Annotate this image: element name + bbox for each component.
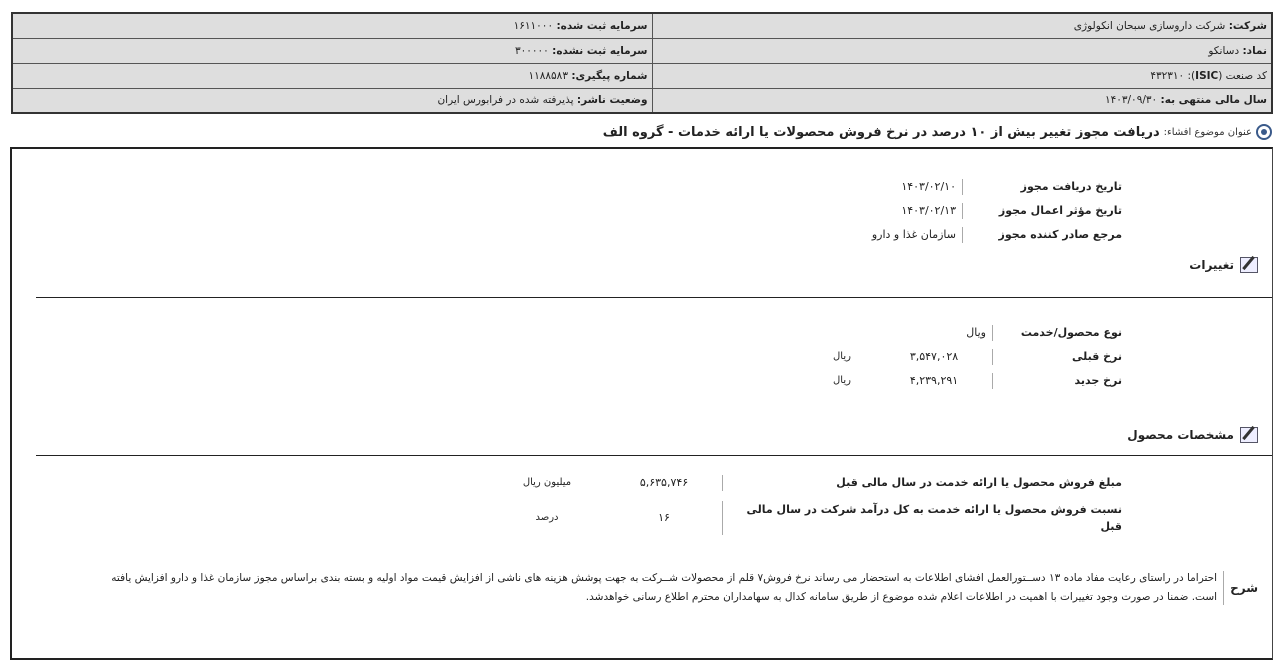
price-unit: ریال	[833, 351, 851, 362]
product-type-row: نوع محصول/خدمت ویال	[966, 325, 1122, 341]
company-cell: شرکت: شرکت داروسازی سبحان انکولوژی	[651, 12, 1273, 39]
divider	[36, 455, 1272, 456]
ratio-row: نسبت فروش محصول یا ارائه خدمت به کل درآم…	[482, 501, 1122, 535]
product-type-label: نوع محصول/خدمت	[992, 325, 1122, 341]
price-row: نرخ قبلی ۳,۵۴۷,۰۲۸ ریال	[802, 349, 1122, 365]
disclosure-body: تاریخ دریافت مجوز ۱۴۰۳/۰۲/۱۰ تاریخ مؤثر ا…	[10, 147, 1273, 660]
ratio-unit: درصد	[535, 512, 559, 523]
divider	[36, 297, 1272, 298]
product-type-value: ویال	[966, 326, 986, 339]
edit-icon	[1240, 257, 1258, 273]
permit-row: تاریخ دریافت مجوز ۱۴۰۳/۰۲/۱۰	[901, 179, 1122, 195]
description-label: شرح	[1223, 571, 1258, 605]
specs-heading: مشخصات محصول	[1127, 427, 1258, 443]
permit-label: تاریخ دریافت مجوز	[962, 179, 1122, 195]
description-row: شرح احتراما در راستای رعایت مفاد ماده ۱۳…	[108, 569, 1258, 607]
symbol-cell: نماد: دسانکو	[651, 37, 1273, 64]
fiscal-year-cell: سال مالی منتهی به: ۱۴۰۳/۰۹/۳۰	[651, 87, 1273, 114]
permit-value: سازمان غذا و دارو	[871, 228, 956, 241]
company-info-table: شرکت: شرکت داروسازی سبحان انکولوژی سرمای…	[11, 12, 1273, 114]
price-value: ۳,۵۴۷,۰۲۸	[909, 350, 959, 363]
permit-label: تاریخ مؤثر اعمال مجوز	[962, 203, 1122, 219]
permit-row: مرجع صادر کننده مجوز سازمان غذا و دارو	[872, 227, 1122, 243]
sales-label: مبلغ فروش محصول یا ارائه خدمت در سال مال…	[722, 475, 1122, 491]
sales-value: ۵,۶۳۵,۷۴۶	[639, 476, 689, 489]
price-value: ۴,۲۳۹,۲۹۱	[909, 374, 959, 387]
changes-heading: تغییرات	[1189, 257, 1258, 273]
target-icon	[1256, 124, 1272, 140]
ratio-value: ۱۶	[658, 511, 670, 524]
price-label: نرخ قبلی	[992, 349, 1122, 365]
sales-row: مبلغ فروش محصول یا ارائه خدمت در سال مال…	[482, 475, 1122, 491]
description-text: احتراما در راستای رعایت مفاد ماده ۱۳ دسـ…	[111, 572, 1218, 603]
unregistered-capital-cell: سرمایه ثبت نشده: ۳۰۰۰۰۰	[11, 37, 653, 64]
price-label: نرخ جدید	[992, 373, 1122, 389]
tracking-cell: شماره پیگیری: ۱۱۸۸۵۸۳	[11, 62, 653, 89]
sales-unit: میلیون ریال	[522, 477, 572, 488]
permit-row: تاریخ مؤثر اعمال مجوز ۱۴۰۳/۰۲/۱۳	[901, 203, 1122, 219]
ratio-label: نسبت فروش محصول یا ارائه خدمت به کل درآم…	[722, 501, 1122, 535]
isic-cell: کد صنعت (ISIC): ۴۳۲۳۱۰	[651, 62, 1273, 89]
price-unit: ریال	[833, 375, 851, 386]
publisher-status-cell: وضعیت ناشر: پذیرفته شده در فرابورس ایران	[11, 87, 653, 114]
permit-label: مرجع صادر کننده مجوز	[962, 227, 1122, 243]
disclosure-title: عنوان موضوع افشاء: دریافت مجوز تغییر بیش…	[603, 122, 1272, 142]
permit-value: ۱۴۰۳/۰۲/۱۰	[901, 180, 956, 193]
edit-icon	[1240, 427, 1258, 443]
permit-value: ۱۴۰۳/۰۲/۱۳	[901, 204, 956, 217]
price-row: نرخ جدید ۴,۲۳۹,۲۹۱ ریال	[802, 373, 1122, 389]
registered-capital-cell: سرمایه ثبت شده: ۱۶۱۱۰۰۰	[11, 12, 653, 39]
